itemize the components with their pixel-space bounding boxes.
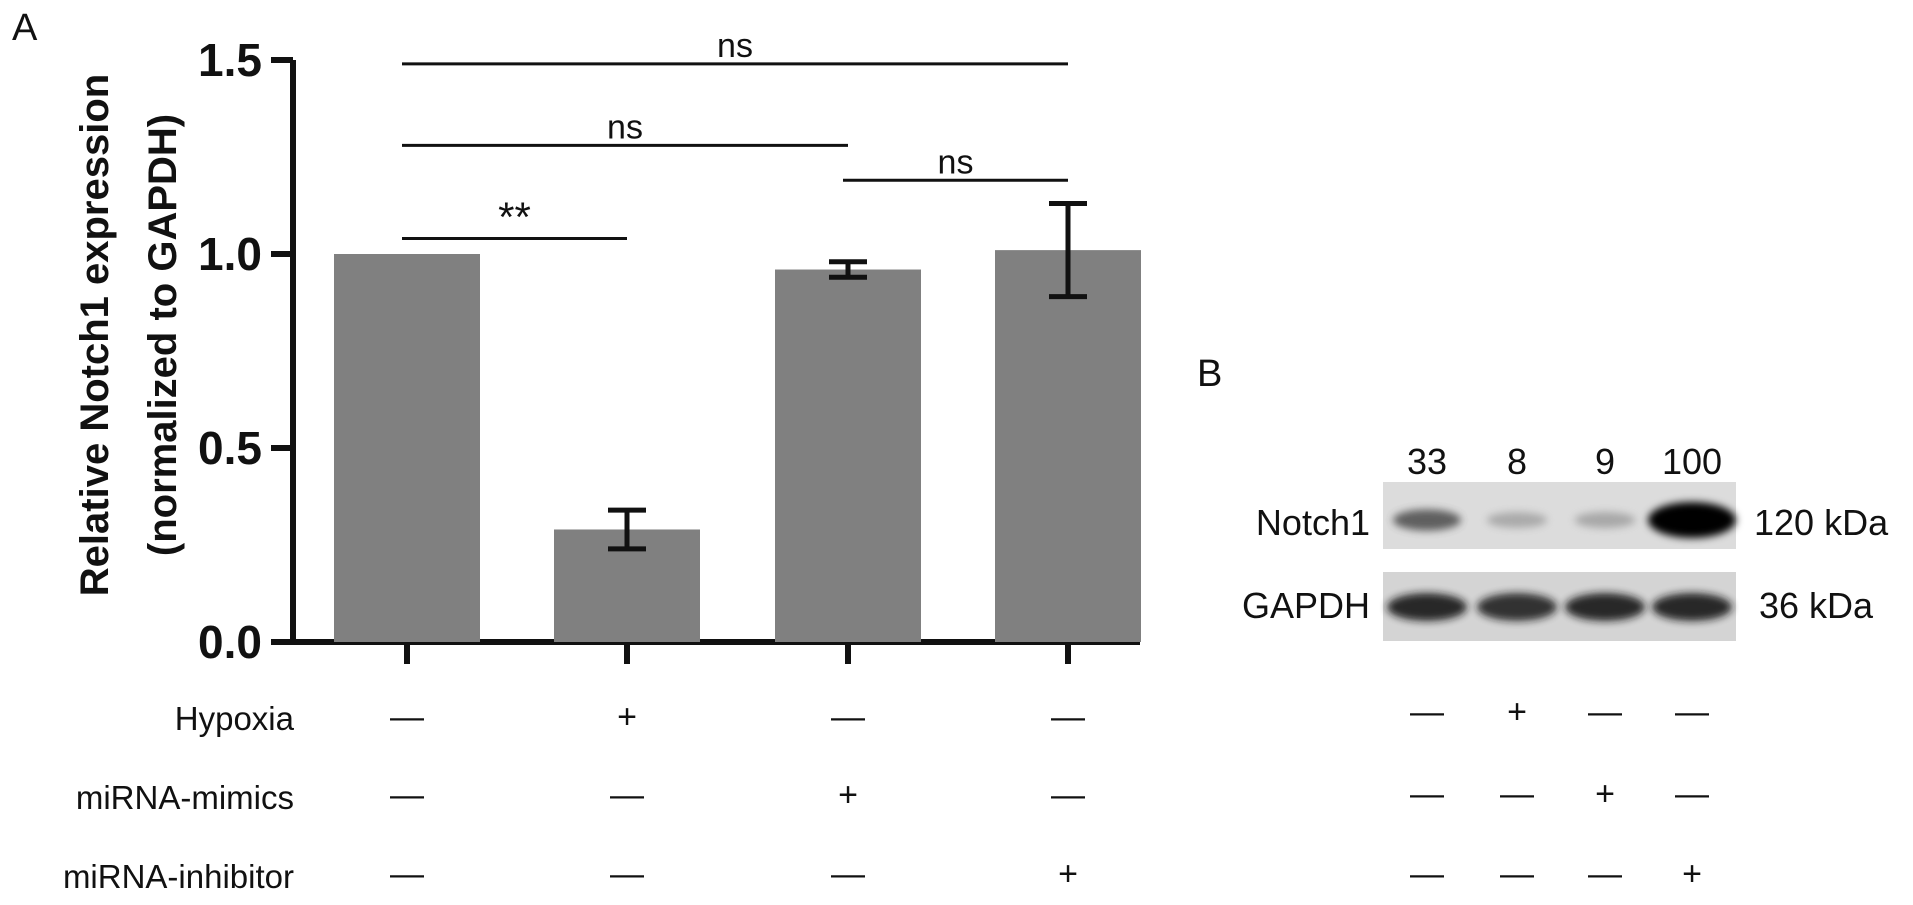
condition-symbol: + [1595,775,1615,813]
condition-symbol: — [831,698,865,736]
bar [775,269,921,642]
gapdh-label: GAPDH [1242,585,1370,626]
notch1-label: Notch1 [1256,502,1370,543]
condition-symbol: — [1051,698,1085,736]
notch1-band [1486,512,1548,528]
condition-symbol: — [1675,775,1709,813]
y-axis-title-line1: Relative Notch1 expression [73,74,117,596]
x-ticks [404,642,1071,664]
significance-label: ns [717,27,753,65]
notch1-band [1574,512,1636,528]
panel-label-b: B [1197,353,1222,395]
condition-symbol: — [1588,855,1622,893]
notch1-band [1393,509,1461,531]
condition-symbol: — [390,698,424,736]
significance-label: ** [498,193,531,240]
condition-symbol: — [1410,693,1444,731]
condition-symbol: + [838,776,858,814]
densitometry-value: 9 [1595,441,1615,482]
panel-label-a: A [12,7,38,49]
condition-symbol: + [1507,693,1527,731]
condition-symbol: + [1682,855,1702,893]
y-ticks: 0.0 0.5 1.0 1.5 [198,34,293,668]
condition-symbol: — [1588,693,1622,731]
error-bar [829,259,867,280]
y-tick-label: 1.0 [198,228,262,280]
gapdh-band [1477,593,1557,621]
y-axis-title: Relative Notch1 expression (normalized t… [73,74,185,596]
densitometry-value: 100 [1662,441,1722,482]
condition-symbol: — [1051,776,1085,814]
gapdh-bands [1387,593,1732,621]
row-label-inhibitor: miRNA-inhibitor [63,858,294,895]
densitometry-values: 33 8 9 100 [1407,441,1722,482]
bar [334,254,480,642]
condition-symbol: — [1500,775,1534,813]
condition-symbol: — [390,776,424,814]
y-tick-label: 0.0 [198,616,262,668]
gapdh-blot [1383,572,1736,641]
gapdh-band [1387,593,1467,621]
error-bar [608,507,646,552]
densitometry-value: 33 [1407,441,1447,482]
y-tick-label: 0.5 [198,422,262,474]
densitometry-value: 8 [1507,441,1527,482]
gapdh-band [1565,593,1645,621]
condition-symbol: — [1500,855,1534,893]
significance-label: ns [607,108,643,146]
condition-symbol: — [1410,775,1444,813]
y-axis-title-line2: (normalized to GAPDH) [141,114,185,556]
condition-symbol: — [610,855,644,893]
bars [334,250,1141,642]
row-label-mimics: miRNA-mimics [76,779,294,816]
gapdh-size: 36 kDa [1759,585,1874,626]
conditions-panel-a: — + — — — — + — — — — + [390,698,1085,893]
significance-label: ns [938,143,974,181]
condition-symbol: + [617,698,637,736]
significance-brackets: ns ns ns ** [402,27,1068,240]
condition-symbol: — [831,855,865,893]
notch1-blot [1383,482,1736,549]
bar [995,250,1141,642]
error-bars [608,201,1087,552]
notch1-band [1648,502,1736,538]
notch1-bands [1393,502,1736,538]
y-tick-label: 1.5 [198,34,262,86]
notch1-size: 120 kDa [1754,502,1889,543]
conditions-panel-b: — + — — — — + — — — — + [1410,693,1709,893]
row-label-hypoxia: Hypoxia [175,700,295,737]
gapdh-band [1652,593,1732,621]
condition-symbol: + [1058,855,1078,893]
condition-symbol: — [610,776,644,814]
condition-symbol: — [390,855,424,893]
condition-symbol: — [1410,855,1444,893]
error-bar [1049,201,1087,300]
condition-symbol: — [1675,693,1709,731]
